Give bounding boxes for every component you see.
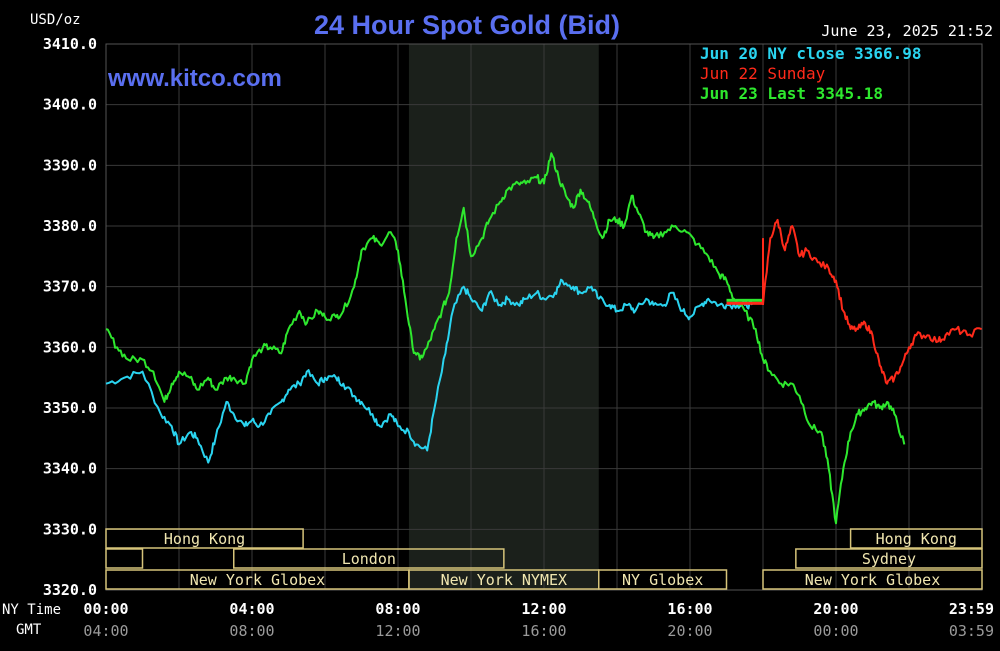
x-tick-label-gmt: 00:00: [813, 622, 858, 640]
price-series: [105, 152, 982, 525]
legend-jun23: Jun 23 Last 3345.18: [700, 84, 883, 103]
x-tick-label-ny: 08:00: [375, 600, 420, 618]
x-tick-label-ny: 12:00: [521, 600, 566, 618]
chart-datetime: June 23, 2025 21:52: [821, 22, 993, 40]
y-tick-label: 3390.0: [43, 156, 97, 174]
y-axis-ticks: 3410.0 3400.0 3390.0 3380.0 3370.0 3360.0 3350…: [43, 35, 97, 599]
flat-segment-red: [726, 301, 763, 305]
x-tick-label-ny: 16:00: [667, 600, 712, 618]
x-tick-label-gmt: 04:00: [83, 622, 128, 640]
session-label: New York NYMEX: [441, 571, 567, 589]
x-tick-label-gmt: 20:00: [667, 622, 712, 640]
session-box: [598, 569, 728, 590]
y-tick-label: 3410.0: [43, 35, 97, 53]
y-tick-label: 3330.0: [43, 520, 97, 538]
session-label: Hong Kong: [164, 530, 245, 548]
legend: Jun 20 NY close 3366.98 Jun 22 Sunday Ju…: [700, 44, 922, 103]
session-box: [233, 548, 505, 569]
x-tick-label-gmt: 03:59: [949, 622, 994, 640]
session-box: [105, 548, 144, 569]
y-tick-label: 3340.0: [43, 460, 97, 478]
session-box: [762, 569, 983, 590]
plot-frame: [105, 43, 983, 591]
flat-segment-green: [726, 298, 763, 302]
series-line-jun-20: [105, 278, 753, 464]
session-box: [795, 548, 983, 569]
chart-title: 24 Hour Spot Gold (Bid): [314, 10, 620, 40]
ny-session-band: [408, 44, 599, 590]
unit-label: USD/oz: [30, 12, 81, 28]
x-tick-label-ny: 00:00: [83, 600, 128, 618]
legend-jun20: Jun 20 NY close 3366.98: [700, 44, 922, 63]
x-tick-label-ny: 23:59: [949, 600, 994, 618]
nytime-label: NY Time: [2, 602, 61, 618]
session-label: London: [342, 550, 396, 568]
y-tick-label: 3350.0: [43, 399, 97, 417]
y-tick-label: 3400.0: [43, 96, 97, 114]
x-tick-label-ny: 20:00: [813, 600, 858, 618]
series-line-jun-22: [762, 218, 982, 385]
y-tick-label: 3320.0: [43, 581, 97, 599]
y-tick-label: 3370.0: [43, 278, 97, 296]
x-tick-label-gmt: 08:00: [229, 622, 274, 640]
legend-jun22: Jun 22 Sunday: [700, 64, 826, 83]
session-label: New York Globex: [805, 571, 940, 589]
session-label: Hong Kong: [876, 530, 957, 548]
x-tick-label-ny: 04:00: [229, 600, 274, 618]
y-tick-label: 3360.0: [43, 338, 97, 356]
session-label: NY Globex: [622, 571, 703, 589]
series-line-jun-23: [105, 152, 906, 525]
y-tick-label: 3380.0: [43, 217, 97, 235]
x-tick-label-gmt: 12:00: [375, 622, 420, 640]
watermark-text: www.kitco.com: [107, 65, 282, 92]
trading-sessions: Hong Kong Hong Kong London Sydney New York G…: [105, 528, 983, 590]
session-box: [105, 528, 304, 549]
x-axis-ticks: 00:00 04:00 08:00 12:00 16:00 20:00 23:59 04:00…: [83, 600, 994, 640]
ny-session-shade: [408, 44, 599, 590]
x-tick-label-gmt: 16:00: [521, 622, 566, 640]
session-box: [849, 528, 983, 549]
session-label: Sydney: [862, 550, 916, 568]
session-label: New York Globex: [190, 571, 325, 589]
gmt-label: GMT: [16, 622, 42, 638]
